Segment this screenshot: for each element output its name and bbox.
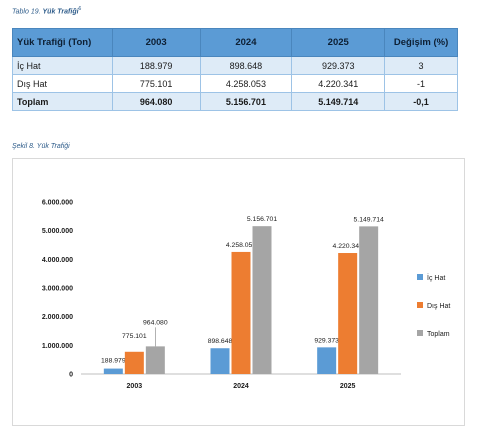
table-cell: -1 <box>384 74 458 93</box>
column-header: 2003 <box>111 28 201 57</box>
bar <box>103 368 123 374</box>
table-cell: 5.156.701 <box>200 92 293 111</box>
data-label: 5.156.701 <box>247 216 277 223</box>
table-caption: Tablo 19. Yük Trafiği6 <box>12 6 81 15</box>
table-cell: 898.648 <box>200 56 293 75</box>
bar <box>231 251 251 374</box>
cargo-traffic-bar-chart: 0 1.000.000 2.000.000 3.000.000 4.000.000 5.0… <box>42 200 451 391</box>
table-cell: 929.373 <box>291 56 386 75</box>
legend-swatch <box>417 330 423 336</box>
data-label: 929.373 <box>314 337 339 344</box>
data-label: 898.648 <box>208 338 233 345</box>
bar <box>124 351 144 374</box>
y-tick-label: 5.000.000 <box>42 228 73 235</box>
table-cell: 4.258.053 <box>200 74 293 93</box>
table-cell: 5.149.714 <box>291 92 386 111</box>
table-caption-footnote: 6 <box>78 6 82 12</box>
chart-caption: Şekil 8. Yük Trafiği <box>12 143 70 150</box>
data-label: 775.101 <box>122 333 147 340</box>
legend-label: Dış Hat <box>427 303 450 310</box>
table-cell: Toplam <box>12 92 113 111</box>
x-tick-label: 2025 <box>340 383 356 390</box>
y-tick-label: 2.000.000 <box>42 314 73 321</box>
table-cell: Dış Hat <box>12 74 113 93</box>
bar <box>338 253 358 374</box>
y-tick-label: 1.000.000 <box>42 343 73 350</box>
table-caption-title: Yük Trafiği <box>42 8 79 16</box>
table-row: Dış Hat 775.101 4.258.053 4.220.341 -1 <box>12 74 458 93</box>
bar <box>359 226 379 374</box>
table-row-total: Toplam 964.080 5.156.701 5.149.714 -0,1 <box>12 92 458 111</box>
legend-swatch <box>417 302 423 308</box>
table-cell: 188.979 <box>112 56 201 75</box>
table-cell: 4.220.341 <box>291 74 386 93</box>
bar <box>317 347 337 374</box>
table-cell: 964.080 <box>112 92 201 111</box>
bar <box>145 346 165 374</box>
cargo-traffic-table: Yük Trafiği (Ton) 2003 2024 2025 Değişim… <box>12 28 458 111</box>
column-header: 2025 <box>291 28 386 57</box>
data-label: 964.080 <box>143 319 168 326</box>
table-caption-prefix: Tablo 19. <box>12 8 41 16</box>
table-cell: -0,1 <box>384 92 458 111</box>
table-row: İç Hat 188.979 898.648 929.373 3 <box>12 56 458 75</box>
table-cell: 3 <box>384 56 458 75</box>
column-header: Değişim (%) <box>384 28 458 57</box>
data-label: 188.979 <box>101 358 126 365</box>
chart-frame: 0 1.000.000 2.000.000 3.000.000 4.000.000 5.0… <box>12 158 465 426</box>
x-tick-label: 2003 <box>127 383 143 390</box>
y-tick-label: 0 <box>69 372 73 379</box>
legend-label: Toplam <box>427 331 450 338</box>
data-label: 5.149.714 <box>354 216 384 223</box>
bar <box>210 348 230 374</box>
table-cell: İç Hat <box>12 56 113 75</box>
column-header: 2024 <box>199 28 293 57</box>
y-tick-label: 4.000.000 <box>42 257 73 264</box>
table-header-row: Yük Trafiği (Ton) 2003 2024 2025 Değişim… <box>12 28 458 57</box>
table-cell: 775.101 <box>112 74 201 93</box>
data-label: 4.220.341 <box>333 243 363 250</box>
x-tick-label: 2024 <box>233 383 249 390</box>
y-tick-label: 6.000.000 <box>42 200 73 207</box>
data-label: 4.258.053 <box>226 242 256 249</box>
y-tick-label: 3.000.000 <box>42 286 73 293</box>
bar <box>252 226 272 374</box>
legend-swatch <box>417 274 423 280</box>
legend-label: İç Hat <box>427 273 445 282</box>
column-header: Yük Trafiği (Ton) <box>12 28 113 57</box>
